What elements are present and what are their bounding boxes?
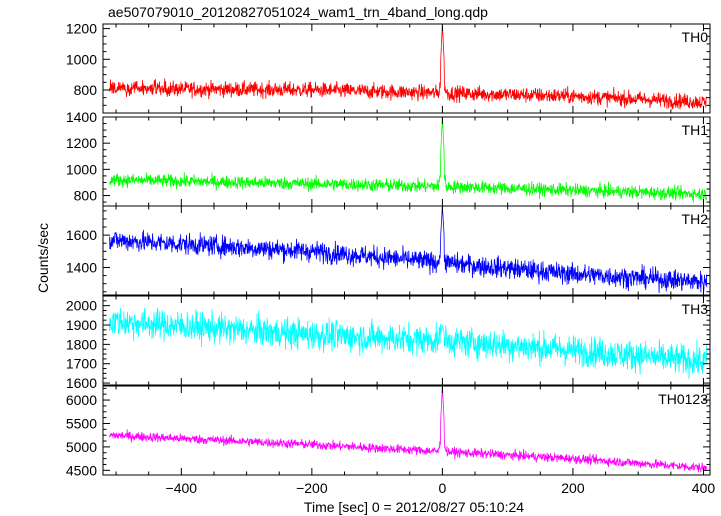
- panel-frame: [102, 23, 711, 114]
- x-axis-title: Time [sec] 0 = 2012/08/27 05:10:24: [304, 499, 524, 515]
- x-tick-label: −400: [166, 480, 198, 496]
- y-tick-label: 1200: [66, 135, 97, 151]
- y-tick-label: 1200: [66, 21, 97, 37]
- y-tick-label: 1800: [66, 336, 97, 352]
- panel-th2: 1400 1600 TH2: [66, 205, 711, 296]
- y-axis-title: Counts/sec: [35, 223, 51, 293]
- y-tick-label: 800: [74, 82, 98, 98]
- x-tick-labels: −400 −200 0 200 400: [166, 480, 716, 496]
- y-tick-label: 1900: [66, 317, 97, 333]
- panel-label-th0: TH0: [682, 29, 709, 45]
- x-tick-label: 0: [438, 480, 446, 496]
- panel-th3: 1600 1700 1800 1900 2000 TH3: [66, 295, 711, 391]
- chart-title: ae507079010_20120827051024_wam1_trn_4ban…: [108, 4, 488, 20]
- y-tick-label: 1600: [66, 375, 97, 391]
- series-line-th3: [109, 307, 708, 380]
- y-tick-label: 800: [74, 188, 98, 204]
- series-line-th0123: [109, 386, 708, 473]
- panel-th0123: 4500 5000 5500 6000 TH0123: [66, 385, 711, 478]
- y-tick-label: 2000: [66, 298, 97, 314]
- panel-label-th3: TH3: [682, 301, 709, 317]
- y-tick-label: 1600: [66, 227, 97, 243]
- y-tick-label: 5000: [66, 439, 97, 455]
- x-tick-label: 200: [561, 480, 585, 496]
- panel-frame: [102, 385, 711, 476]
- series-line-th1: [109, 117, 708, 203]
- panel-label-th0123: TH0123: [658, 391, 708, 407]
- x-tick-label: −200: [296, 480, 328, 496]
- y-tick-label: 5500: [66, 415, 97, 431]
- panel-th0: 800 1000 1200 TH0: [66, 21, 711, 114]
- y-tick-label: 1700: [66, 356, 97, 372]
- panel-th1: 800 1000 1200 1400 TH1: [66, 109, 711, 207]
- panel-label-th2: TH2: [682, 211, 709, 227]
- panel-label-th1: TH1: [682, 122, 709, 138]
- y-tick-label: 6000: [66, 392, 97, 408]
- series-line-th2: [109, 206, 708, 293]
- y-tick-label: 1000: [66, 161, 97, 177]
- y-tick-label: 1400: [66, 109, 97, 125]
- y-tick-label: 1000: [66, 51, 97, 67]
- panel-frame: [102, 205, 711, 296]
- y-tick-label: 4500: [66, 462, 97, 478]
- panel-frame: [102, 295, 711, 386]
- series-line-th0: [109, 24, 708, 111]
- y-tick-label: 1400: [66, 259, 97, 275]
- x-tick-label: 400: [692, 480, 716, 496]
- panels: 800 1000 1200 TH0 800 1000 1200 1400 TH1 1400 1600…: [66, 21, 711, 478]
